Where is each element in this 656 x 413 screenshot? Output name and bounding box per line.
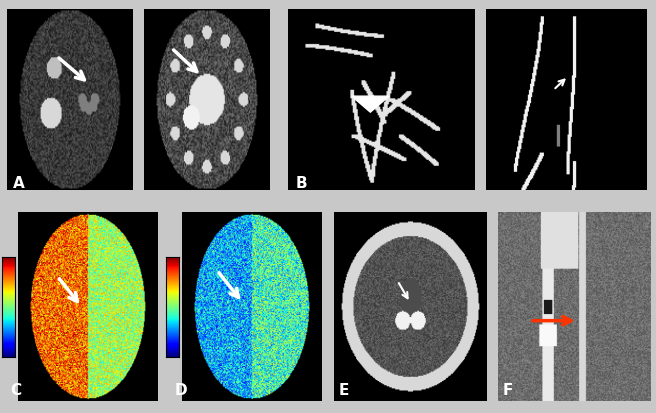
Text: B: B: [296, 176, 307, 191]
Polygon shape: [352, 96, 389, 112]
Text: F: F: [503, 383, 513, 398]
Text: C: C: [10, 383, 21, 398]
Text: E: E: [338, 383, 349, 398]
Text: A: A: [13, 176, 25, 191]
Text: D: D: [174, 383, 187, 398]
